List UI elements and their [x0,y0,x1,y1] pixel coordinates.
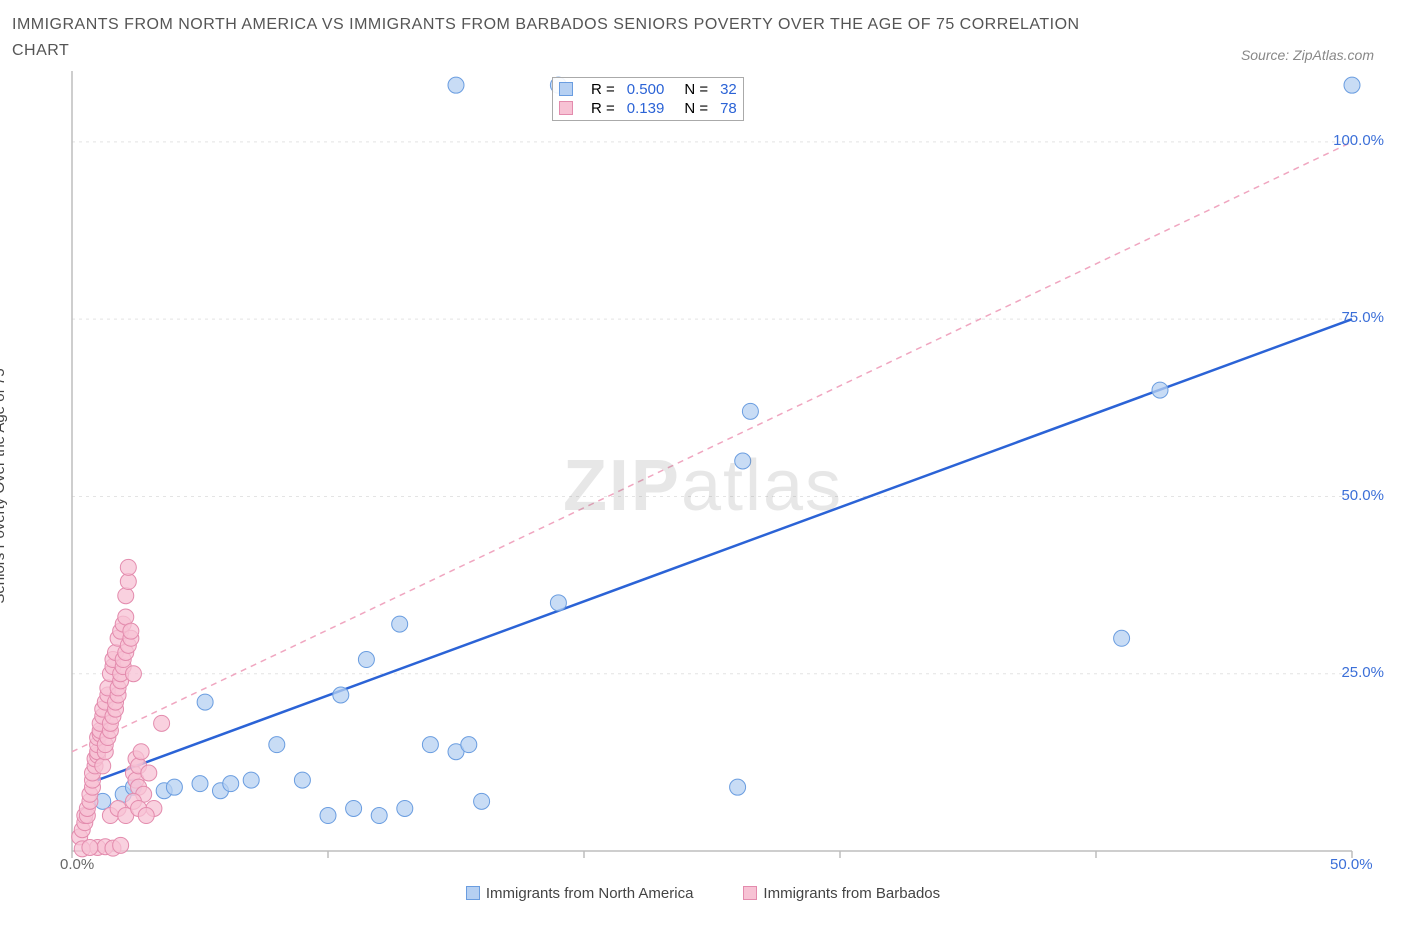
legend-n-bb: 78 [714,99,743,118]
y-tick-label: 25.0% [1341,664,1384,681]
data-point-bb [95,758,111,774]
chart-title: IMMIGRANTS FROM NORTH AMERICA VS IMMIGRA… [12,12,1112,63]
data-point-na [397,801,413,817]
legend-swatch-bb-bottom [743,886,757,900]
data-point-bb [123,623,139,639]
legend-swatch-na [559,82,573,96]
y-tick-label: 100.0% [1333,132,1384,149]
legend-item-bb: Immigrants from Barbados [743,885,940,902]
legend-r-bb: 0.139 [621,99,671,118]
legend-n-label: N = [670,99,714,118]
legend-n-na: 32 [714,80,743,99]
data-point-na [422,737,438,753]
data-point-na [1344,77,1360,93]
data-point-na [197,694,213,710]
data-point-na [294,772,310,788]
data-point-bb [125,666,141,682]
data-point-bb [113,838,129,854]
data-point-na [1114,630,1130,646]
chart-area: Seniors Poverty Over the Age of 75 ZIPat… [12,71,1394,901]
data-point-na [1152,382,1168,398]
legend-swatch-na-bottom [466,886,480,900]
data-point-na [223,776,239,792]
y-tick-label: 50.0% [1341,487,1384,504]
data-point-na [166,779,182,795]
legend-n-label: N = [670,80,714,99]
data-point-na [346,801,362,817]
data-point-bb [138,808,154,824]
data-point-bb [141,765,157,781]
data-point-na [730,779,746,795]
data-point-bb [120,574,136,590]
data-point-na [192,776,208,792]
x-end-label: 50.0% [1330,856,1373,873]
series-legend: Immigrants from North America Immigrants … [12,885,1394,902]
legend-name-na: Immigrants from North America [486,885,694,902]
data-point-na [243,772,259,788]
legend-item-na: Immigrants from North America [466,885,694,902]
data-point-bb [118,588,134,604]
data-point-na [371,808,387,824]
y-tick-label: 75.0% [1341,309,1384,326]
data-point-na [333,687,349,703]
data-point-na [269,737,285,753]
stats-legend: R =0.500N =32 R =0.139N =78 [552,77,744,121]
scatter-plot [12,71,1394,881]
data-point-na [320,808,336,824]
data-point-bb [82,840,98,856]
data-point-na [461,737,477,753]
data-point-na [735,453,751,469]
legend-name-bb: Immigrants from Barbados [763,885,940,902]
data-point-bb [133,744,149,760]
legend-r-label: R = [585,99,621,118]
data-point-na [392,616,408,632]
data-point-bb [154,716,170,732]
data-point-na [474,794,490,810]
data-point-na [742,404,758,420]
data-point-na [448,77,464,93]
x-origin-label: 0.0% [60,856,94,873]
data-point-bb [120,560,136,576]
data-point-na [550,595,566,611]
data-point-na [358,652,374,668]
legend-r-label: R = [585,80,621,99]
data-point-bb [118,609,134,625]
y-axis-label: Seniors Poverty Over the Age of 75 [0,369,8,604]
legend-r-na: 0.500 [621,80,671,99]
legend-swatch-bb [559,101,573,115]
source-label: Source: ZipAtlas.com [1241,47,1394,63]
